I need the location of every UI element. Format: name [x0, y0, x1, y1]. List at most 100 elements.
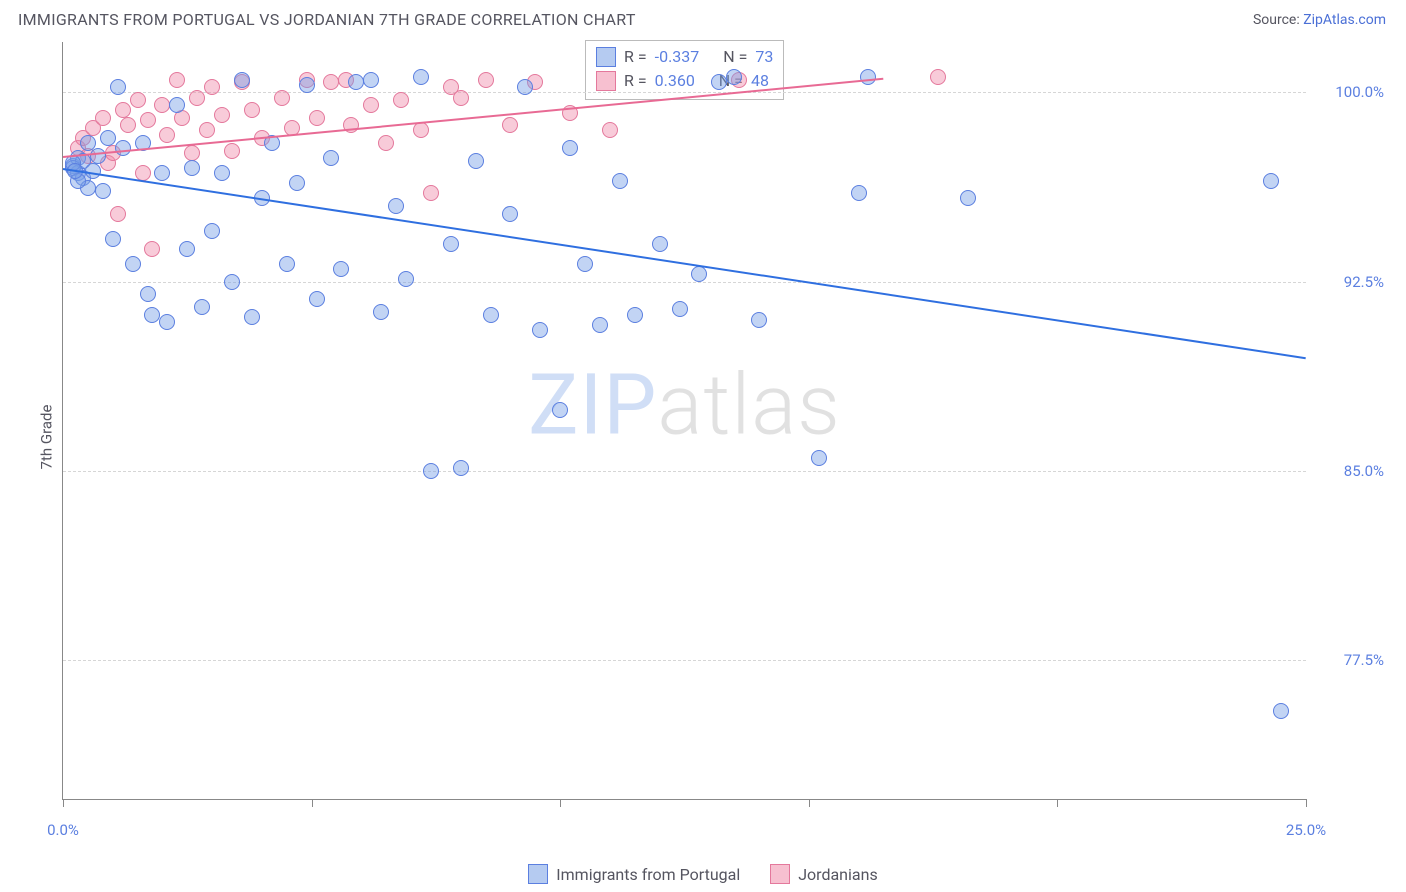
ytick-label: 100.0% [1314, 83, 1384, 101]
xtick [63, 799, 64, 807]
scatter-point-a [179, 241, 195, 257]
scatter-point-a [502, 206, 518, 222]
xtick [1306, 799, 1307, 807]
r-label: R = [624, 45, 647, 69]
scatter-point-a [711, 74, 727, 90]
scatter-point-a [672, 301, 688, 317]
legend-bottom: Immigrants from Portugal Jordanians [0, 864, 1406, 884]
legend-row-a: R = -0.337 N = 73 [596, 45, 773, 69]
scatter-point-a [517, 79, 533, 95]
scatter-point-a [144, 307, 160, 323]
scatter-point-a [95, 183, 111, 199]
xtick [312, 799, 313, 807]
scatter-point-a [453, 460, 469, 476]
n-label: N = [723, 45, 747, 69]
legend-label-a: Immigrants from Portugal [556, 865, 740, 884]
scatter-point-a [860, 69, 876, 85]
scatter-point-a [299, 77, 315, 93]
ytick-label: 77.5% [1314, 651, 1384, 669]
scatter-point-b [224, 143, 240, 159]
xtick [560, 799, 561, 807]
scatter-point-a [552, 402, 568, 418]
scatter-point-a [169, 97, 185, 113]
chart-area: 7th Grade ZIPatlas R = -0.337 N = 73 R =… [18, 42, 1388, 832]
scatter-point-b [140, 112, 156, 128]
scatter-point-a [612, 173, 628, 189]
scatter-point-a [413, 69, 429, 85]
ytick-label: 85.0% [1314, 462, 1384, 480]
gridline [63, 92, 1306, 93]
r-value-a: -0.337 [655, 45, 700, 69]
scatter-point-b [95, 110, 111, 126]
scatter-point-b [423, 185, 439, 201]
source-label: Source: ZipAtlas.com [1253, 12, 1386, 28]
scatter-point-b [244, 102, 260, 118]
swatch-b-icon [770, 864, 790, 884]
scatter-point-b [309, 110, 325, 126]
source-link[interactable]: ZipAtlas.com [1303, 12, 1386, 28]
scatter-point-a [627, 307, 643, 323]
source-prefix: Source: [1253, 12, 1303, 28]
gridline [63, 660, 1306, 661]
legend-item-a: Immigrants from Portugal [528, 864, 740, 884]
scatter-point-a [577, 256, 593, 272]
swatch-a-icon [528, 864, 548, 884]
scatter-point-a [960, 190, 976, 206]
scatter-point-a [224, 274, 240, 290]
scatter-point-a [532, 322, 548, 338]
xtick [1057, 799, 1058, 807]
chart-title: IMMIGRANTS FROM PORTUGAL VS JORDANIAN 7T… [18, 10, 636, 29]
scatter-point-a [388, 198, 404, 214]
scatter-point-a [140, 286, 156, 302]
scatter-point-a [105, 231, 121, 247]
scatter-point-a [100, 130, 116, 146]
n-value-a: 73 [755, 45, 773, 69]
y-axis-label: 7th Grade [37, 405, 55, 470]
scatter-point-a [279, 256, 295, 272]
scatter-point-b [154, 97, 170, 113]
scatter-point-a [125, 256, 141, 272]
xtick-label: 25.0% [1286, 821, 1326, 839]
scatter-point-a [468, 153, 484, 169]
scatter-point-a [423, 463, 439, 479]
gridline [63, 282, 1306, 283]
scatter-point-a [811, 450, 827, 466]
scatter-point-a [90, 148, 106, 164]
scatter-point-a [154, 165, 170, 181]
scatter-point-b [478, 72, 494, 88]
legend-label-b: Jordanians [798, 865, 877, 884]
scatter-point-a [194, 299, 210, 315]
scatter-point-b [323, 74, 339, 90]
scatter-point-a [751, 312, 767, 328]
watermark-atlas: atlas [657, 356, 841, 455]
scatter-point-b [930, 69, 946, 85]
scatter-point-a [333, 261, 349, 277]
scatter-point-a [373, 304, 389, 320]
scatter-point-b [199, 122, 215, 138]
scatter-point-a [851, 185, 867, 201]
scatter-point-b [413, 122, 429, 138]
r-label: R = [624, 69, 647, 93]
scatter-point-a [652, 236, 668, 252]
scatter-point-b [189, 90, 205, 106]
scatter-point-b [115, 102, 131, 118]
scatter-point-a [483, 307, 499, 323]
ytick-label: 92.5% [1314, 273, 1384, 291]
scatter-point-b [363, 97, 379, 113]
scatter-point-a [204, 223, 220, 239]
scatter-point-a [289, 175, 305, 191]
scatter-point-b [378, 135, 394, 151]
scatter-point-b [602, 122, 618, 138]
scatter-point-a [159, 314, 175, 330]
scatter-point-a [110, 79, 126, 95]
scatter-point-a [592, 317, 608, 333]
scatter-point-a [691, 266, 707, 282]
scatter-point-b [204, 79, 220, 95]
xtick-label: 0.0% [47, 821, 79, 839]
scatter-point-a [1263, 173, 1279, 189]
gridline [63, 471, 1306, 472]
r-value-b: 0.360 [655, 69, 695, 93]
scatter-point-a [562, 140, 578, 156]
watermark-zip: ZIP [528, 356, 657, 455]
scatter-point-b [184, 145, 200, 161]
